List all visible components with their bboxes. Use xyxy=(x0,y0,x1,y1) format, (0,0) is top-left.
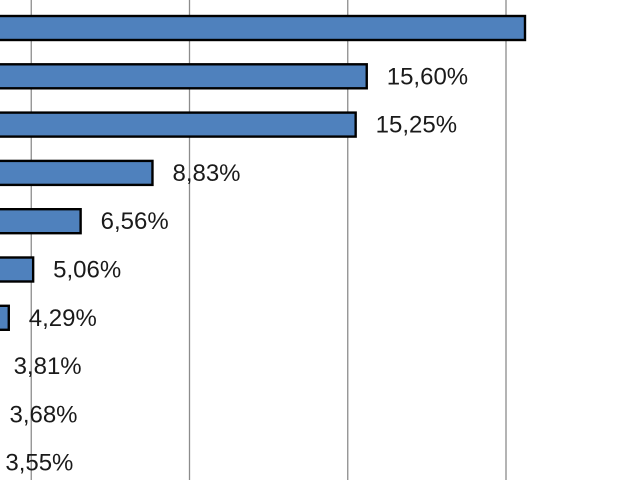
data-label-4: 8,83% xyxy=(172,160,240,187)
bar-5 xyxy=(0,207,82,235)
data-label-7: 4,29% xyxy=(29,305,97,332)
data-labels: 15,60% 15,25% 8,83%6,56% 5,06% 4,29% 3,81% 3,6… xyxy=(5,63,468,476)
data-label-5: 6,56% xyxy=(101,208,169,235)
bar-3 xyxy=(0,111,357,138)
data-label-9: 3,68% xyxy=(9,401,77,428)
bar-1 xyxy=(0,14,527,42)
bar-2 xyxy=(0,63,368,90)
bar-6 xyxy=(0,256,35,283)
data-label-3: 15,25% xyxy=(376,112,457,139)
bar-4 xyxy=(0,159,154,187)
bars xyxy=(0,14,527,331)
data-label-6: 5,06% xyxy=(53,257,121,284)
data-label-2: 15,60% xyxy=(387,63,468,90)
bar-7 xyxy=(0,304,10,331)
data-label-8: 3,81% xyxy=(14,353,82,380)
data-label-10: 3,55% xyxy=(5,450,73,477)
